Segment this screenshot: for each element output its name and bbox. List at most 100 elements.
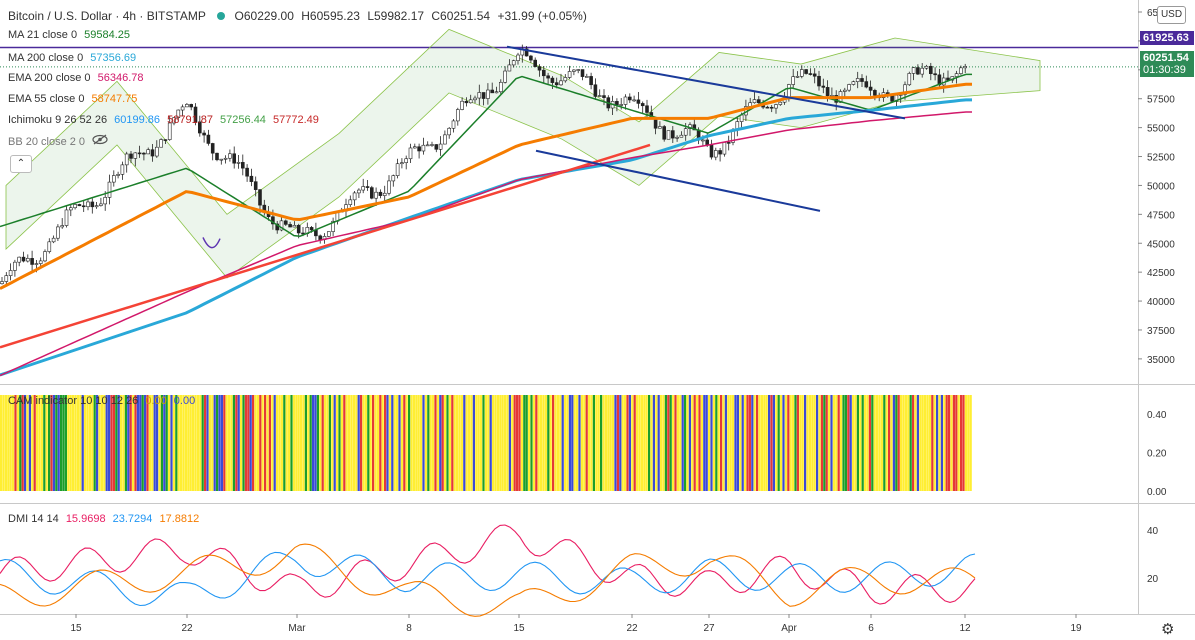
cam-bar bbox=[470, 395, 473, 491]
candle-down bbox=[309, 227, 314, 231]
cam-bar bbox=[564, 395, 567, 491]
cam-bar bbox=[698, 395, 701, 491]
indicator-ema200[interactable]: EMA 200 close 0 56346.78 bbox=[8, 71, 148, 85]
cam-bar bbox=[396, 395, 399, 491]
cam-bar bbox=[609, 395, 612, 491]
gear-icon[interactable]: ⚙ bbox=[1161, 621, 1175, 638]
cam-bar bbox=[931, 395, 934, 491]
cam-bar bbox=[739, 395, 742, 491]
dmi-legend[interactable]: DMI 14 14 15.9698 23.7294 17.8812 bbox=[8, 512, 203, 526]
candle-up bbox=[920, 67, 925, 75]
cam-bar bbox=[218, 395, 221, 491]
cam-bar bbox=[748, 395, 751, 491]
cam-bar bbox=[780, 395, 783, 491]
bar-countdown: 01:30:39 bbox=[1143, 64, 1186, 76]
indicator-bb[interactable]: BB 20 close 2 0 bbox=[8, 134, 112, 149]
cam-bar bbox=[91, 395, 94, 491]
candle-up bbox=[851, 81, 856, 85]
indicator-ma200[interactable]: MA 200 close 0 57356.69 bbox=[8, 51, 140, 65]
cam-bar bbox=[115, 395, 118, 491]
cam-bar bbox=[777, 395, 780, 491]
cam-label: CAM indicator 10 10 12 26 bbox=[8, 395, 139, 407]
indicator-ema55[interactable]: EMA 55 close 0 58747.75 bbox=[8, 92, 141, 106]
collapse-legend-button[interactable]: ⌃ bbox=[10, 155, 32, 173]
candle-up bbox=[94, 205, 99, 208]
candle-up bbox=[103, 197, 107, 205]
ema200-line bbox=[0, 111, 972, 377]
price-tick-label: 57500 bbox=[1147, 95, 1175, 106]
candle-up bbox=[395, 163, 400, 176]
cam-bar bbox=[789, 395, 792, 491]
candle-up bbox=[443, 134, 447, 145]
candle-up bbox=[326, 231, 331, 237]
candle-up bbox=[382, 192, 387, 196]
cam-bar bbox=[45, 395, 48, 491]
candle-up bbox=[43, 251, 47, 262]
ichimoku-base: 58791.87 bbox=[167, 114, 213, 126]
candle-up bbox=[559, 80, 563, 86]
candle-up bbox=[460, 100, 464, 110]
hidden-eye-icon[interactable] bbox=[92, 134, 108, 149]
cam-bar bbox=[621, 395, 624, 491]
cam-bar bbox=[36, 395, 39, 491]
cam-bar bbox=[885, 395, 888, 491]
currency-button[interactable]: USD bbox=[1157, 6, 1186, 24]
indicator-ichimoku[interactable]: Ichimoku 9 26 52 26 60199.86 58791.87 57… bbox=[8, 113, 323, 127]
cam-bar bbox=[928, 395, 931, 491]
candle-down bbox=[769, 106, 774, 109]
cam-bar bbox=[832, 395, 835, 491]
cam-bar bbox=[760, 395, 763, 491]
cam-bar bbox=[811, 395, 814, 491]
last-price-label: 60251.54 01:30:39 bbox=[1140, 51, 1194, 77]
cam-bar bbox=[537, 395, 540, 491]
candle-up bbox=[292, 225, 297, 228]
indicator-value: 59584.25 bbox=[84, 29, 131, 41]
cam-bar bbox=[276, 395, 279, 491]
cam-bar bbox=[544, 395, 547, 491]
cam-bar bbox=[573, 395, 576, 491]
cam-bar bbox=[319, 395, 322, 491]
cam-bar bbox=[664, 395, 667, 491]
cam-bar bbox=[96, 395, 99, 491]
candle-up bbox=[133, 152, 138, 159]
cam-bar bbox=[4, 395, 7, 491]
candle-down bbox=[464, 100, 469, 104]
cam-bar bbox=[518, 395, 521, 491]
cam-bar bbox=[667, 395, 670, 491]
cam-bar bbox=[660, 395, 663, 491]
cam-bar bbox=[919, 395, 922, 491]
cam-bar bbox=[391, 395, 394, 491]
candle-down bbox=[636, 99, 641, 104]
candle-up bbox=[774, 104, 778, 109]
cam-bar bbox=[662, 395, 665, 491]
cam-bar bbox=[638, 395, 641, 491]
cam-bar bbox=[278, 395, 281, 491]
cam-bar bbox=[86, 395, 89, 491]
candle-up bbox=[331, 220, 335, 232]
candle-down bbox=[81, 205, 86, 208]
cam-bar bbox=[451, 395, 454, 491]
candle-down bbox=[150, 149, 155, 157]
cam-bar bbox=[468, 395, 471, 491]
candle-up bbox=[361, 186, 366, 191]
candle-down bbox=[202, 132, 206, 136]
cam-bar bbox=[472, 395, 475, 491]
cam-bar bbox=[266, 395, 269, 491]
cam-bar bbox=[516, 395, 519, 491]
cam-bar bbox=[40, 395, 43, 491]
candle-down bbox=[301, 232, 305, 235]
cam-bar bbox=[955, 395, 958, 491]
cam-bar bbox=[129, 395, 132, 491]
indicator-ma21[interactable]: MA 21 close 0 59584.25 bbox=[8, 28, 134, 42]
candle-down bbox=[210, 143, 215, 154]
cam-bar bbox=[693, 395, 696, 491]
cam-bar bbox=[943, 395, 946, 491]
cam-bar bbox=[703, 395, 706, 491]
candle-down bbox=[533, 59, 538, 67]
cam-bar bbox=[556, 395, 559, 491]
cam-legend[interactable]: CAM indicator 10 10 12 26 0.00 0.00 bbox=[8, 394, 199, 408]
cam-bar bbox=[871, 395, 874, 491]
candle-up bbox=[658, 126, 662, 129]
cam-bar bbox=[583, 395, 586, 491]
